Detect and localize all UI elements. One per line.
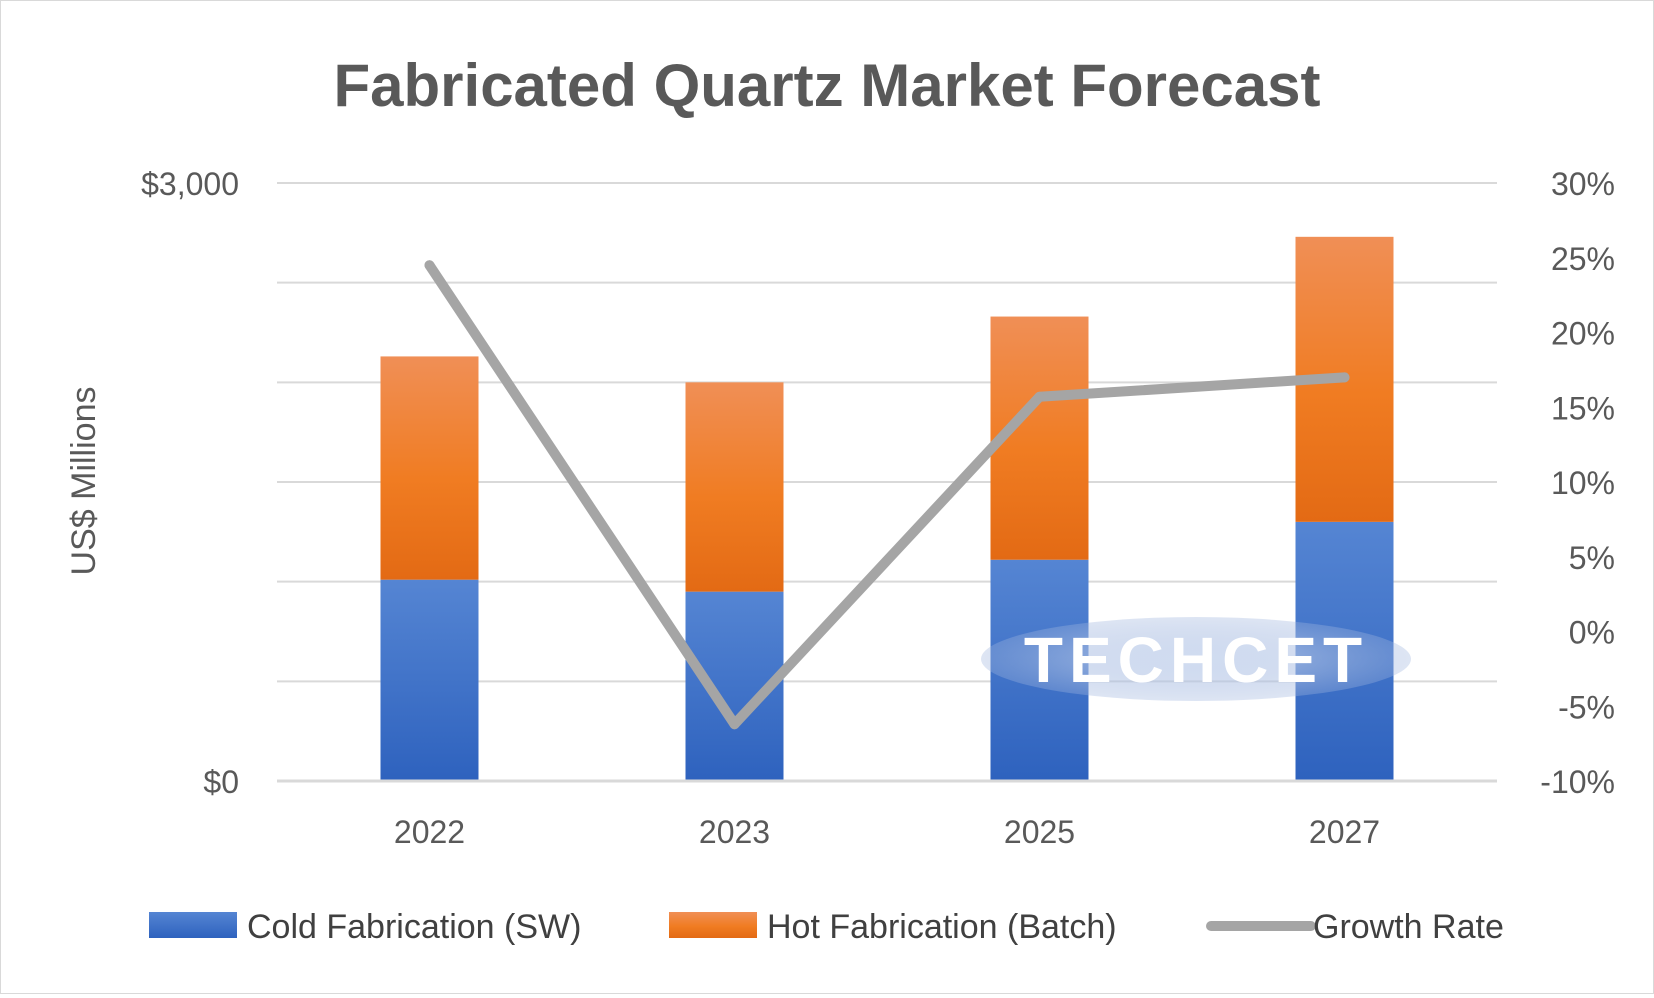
y2-tick-label: 5%: [1569, 540, 1615, 576]
watermark-text: TECHCET: [1024, 624, 1368, 696]
x-axis-ticks: 2022 2023 2025 2027: [394, 814, 1380, 850]
y2-tick-label: -5%: [1558, 689, 1615, 725]
watermark-ellipse: [981, 617, 1411, 701]
bar-hot-2023: [685, 382, 784, 592]
x-tick-label: 2023: [699, 814, 770, 850]
x-tick-label: 2025: [1004, 814, 1075, 850]
y2-tick-label: 0%: [1569, 615, 1615, 651]
y2-tick-label: -10%: [1540, 764, 1615, 800]
left-axis-ticks: $0 $3,000: [141, 166, 239, 800]
x-tick-label: 2027: [1309, 814, 1380, 850]
y-axis-label: US$ Millions: [65, 387, 103, 576]
bar-cold-2022: [380, 579, 479, 781]
bar-hot-2022: [380, 356, 479, 580]
growth-rate-line: [424, 260, 1350, 730]
growth-rate-polyline: [424, 260, 1350, 730]
growth-rate-point: [424, 260, 435, 271]
growth-rate-point: [1034, 391, 1045, 402]
y-tick-label: $0: [203, 764, 239, 800]
watermark: TECHCET: [981, 617, 1411, 701]
legend: Cold Fabrication (SW) Hot Fabrication (Ba…: [149, 908, 1504, 946]
y2-tick-label: 30%: [1551, 166, 1615, 202]
legend-label-cold: Cold Fabrication (SW): [247, 908, 581, 946]
legend-swatch-cold: [149, 912, 237, 938]
chart-title: Fabricated Quartz Market Forecast: [334, 52, 1321, 119]
growth-rate-point: [1339, 372, 1350, 383]
y2-tick-label: 10%: [1551, 465, 1615, 501]
y2-tick-label: 25%: [1551, 241, 1615, 277]
legend-label-hot: Hot Fabrication (Batch): [767, 908, 1117, 946]
growth-rate-point: [729, 719, 740, 730]
legend-label-growth: Growth Rate: [1313, 908, 1504, 946]
legend-swatch-hot: [669, 912, 757, 938]
y-tick-label: $3,000: [141, 166, 239, 202]
right-axis-ticks: -10% -5% 0% 5% 10% 15% 20% 25% 30%: [1540, 166, 1615, 800]
y2-tick-label: 15%: [1551, 390, 1615, 426]
y2-tick-label: 20%: [1551, 316, 1615, 352]
x-tick-label: 2022: [394, 814, 465, 850]
